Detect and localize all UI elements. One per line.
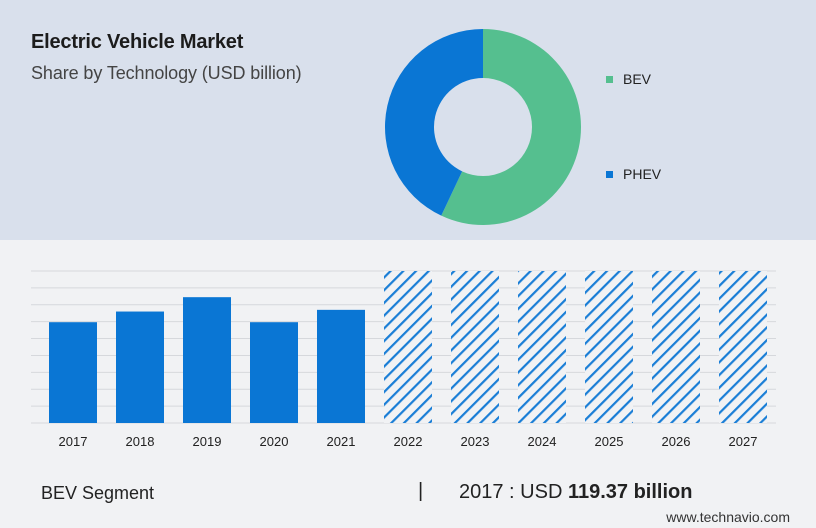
segment-value-amount: 119.37 billion [567,481,693,503]
x-tick-2025: 2025 [595,434,624,449]
bar-2017 [49,322,97,423]
legend-item-phev: PHEV [606,166,661,182]
legend-label-phev: PHEV [623,166,662,182]
forecast-bar-2023 [451,271,499,423]
x-tick-2027: 2027 [729,434,758,449]
bar-2020 [250,322,298,423]
legend-swatch-phev [606,170,613,178]
legend-item-bev: BEV [606,71,651,87]
chart-subtitle: Share by Technology (USD billion) [31,63,302,83]
x-tick-2020: 2020 [260,434,289,449]
x-tick-2017: 2017 [59,434,88,449]
bar-2019 [183,297,231,423]
segment-label: BEV Segment [41,483,155,503]
x-tick-2018: 2018 [126,434,155,449]
bar-chart: 2017 2018 2019 2020 2021 2022 2023 2024 2025 2026… [31,270,776,449]
x-tick-2021: 2021 [327,434,356,449]
bar-2021 [317,309,365,423]
x-tick-2023: 2023 [461,434,490,449]
donut-slice-bev [441,29,581,225]
forecast-bar-2025 [585,271,633,423]
x-tick-2019: 2019 [193,434,222,449]
legend-label-bev: BEV [623,71,652,87]
x-tick-2026: 2026 [662,434,691,449]
donut-slice-phev [385,29,483,216]
segment-value-prefix: 2017 : USD [459,481,563,503]
forecast-bar-2027 [719,271,767,423]
forecast-bar-2022 [384,271,432,423]
forecast-bar-2024 [518,271,566,423]
footer-separator: | [418,480,424,502]
bar-2018 [116,311,164,423]
x-tick-2022: 2022 [394,434,423,449]
legend-swatch-bev [606,75,613,83]
source-link[interactable]: www.technavio.com [666,509,790,525]
chart-title: Electric Vehicle Market [31,31,244,53]
x-tick-2024: 2024 [528,434,557,449]
segment-value: 2017 : USD 119.37 billion [459,481,692,504]
forecast-bar-2026 [652,271,700,423]
donut-chart [385,29,581,225]
